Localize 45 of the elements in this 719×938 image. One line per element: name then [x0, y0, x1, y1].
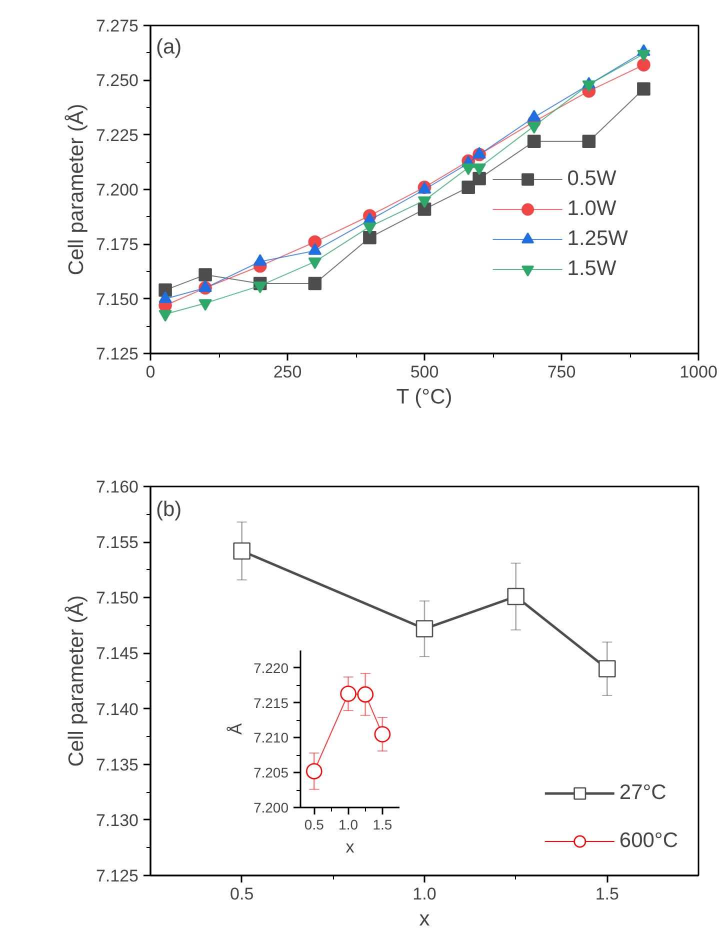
y-tick-label: 7.135: [96, 755, 139, 774]
y-tick-label: 7.225: [96, 126, 139, 145]
y-axis-title: Å: [226, 722, 246, 735]
x-axis-title: x: [346, 838, 355, 856]
y-tick-label: 7.215: [253, 694, 289, 711]
y-tick-label: 7.210: [253, 730, 289, 746]
y-tick-label: 7.175: [96, 235, 139, 254]
y-tick-label: 7.140: [96, 700, 139, 719]
legend-label: 1.5W: [567, 257, 616, 281]
x-tick-label: 1.5: [595, 884, 619, 904]
annotation: (a): [156, 35, 182, 58]
y-tick-label: 7.150: [96, 290, 139, 309]
y-tick-label: 7.145: [96, 644, 139, 664]
legend-label: 600°C: [619, 829, 678, 853]
y-tick-label: 7.275: [96, 16, 139, 36]
x-tick-label: 0.5: [304, 816, 324, 832]
y-tick-label: 7.160: [96, 478, 139, 496]
x-tick-label: 1000: [680, 362, 718, 382]
y-tick-label: 7.220: [253, 660, 289, 676]
legend-label: 1.25W: [567, 227, 628, 251]
y-tick-label: 7.125: [96, 866, 139, 886]
y-tick-label: 7.150: [96, 588, 139, 608]
legend-label: 1.0W: [567, 197, 616, 221]
x-tick-label: 0: [146, 362, 156, 382]
x-axis-title: x: [419, 908, 430, 930]
x-axis-title: T (°C): [396, 386, 452, 408]
y-tick-label: 7.205: [253, 764, 289, 781]
y-tick-label: 7.200: [96, 180, 139, 200]
y-axis-title: Cell parameter (Å): [64, 104, 88, 276]
y-axis-title: Cell parameter (Å): [64, 595, 88, 767]
y-tick-label: 7.155: [96, 533, 139, 552]
y-tick-label: 7.200: [253, 800, 289, 816]
x-tick-label: 0.5: [230, 884, 254, 904]
x-tick-label: 500: [410, 362, 439, 382]
x-tick-label: 1.5: [372, 816, 392, 832]
y-tick-label: 7.250: [96, 71, 139, 90]
x-tick-label: 750: [547, 362, 576, 382]
x-tick-label: 250: [273, 362, 302, 382]
x-tick-label: 1.0: [338, 816, 358, 832]
annotation: (b): [156, 498, 182, 522]
legend-label: 0.5W: [567, 167, 616, 191]
y-tick-label: 7.130: [96, 810, 139, 830]
x-tick-label: 1.0: [412, 884, 436, 904]
y-tick-label: 7.125: [96, 344, 139, 364]
legend-label: 27°C: [619, 781, 666, 805]
